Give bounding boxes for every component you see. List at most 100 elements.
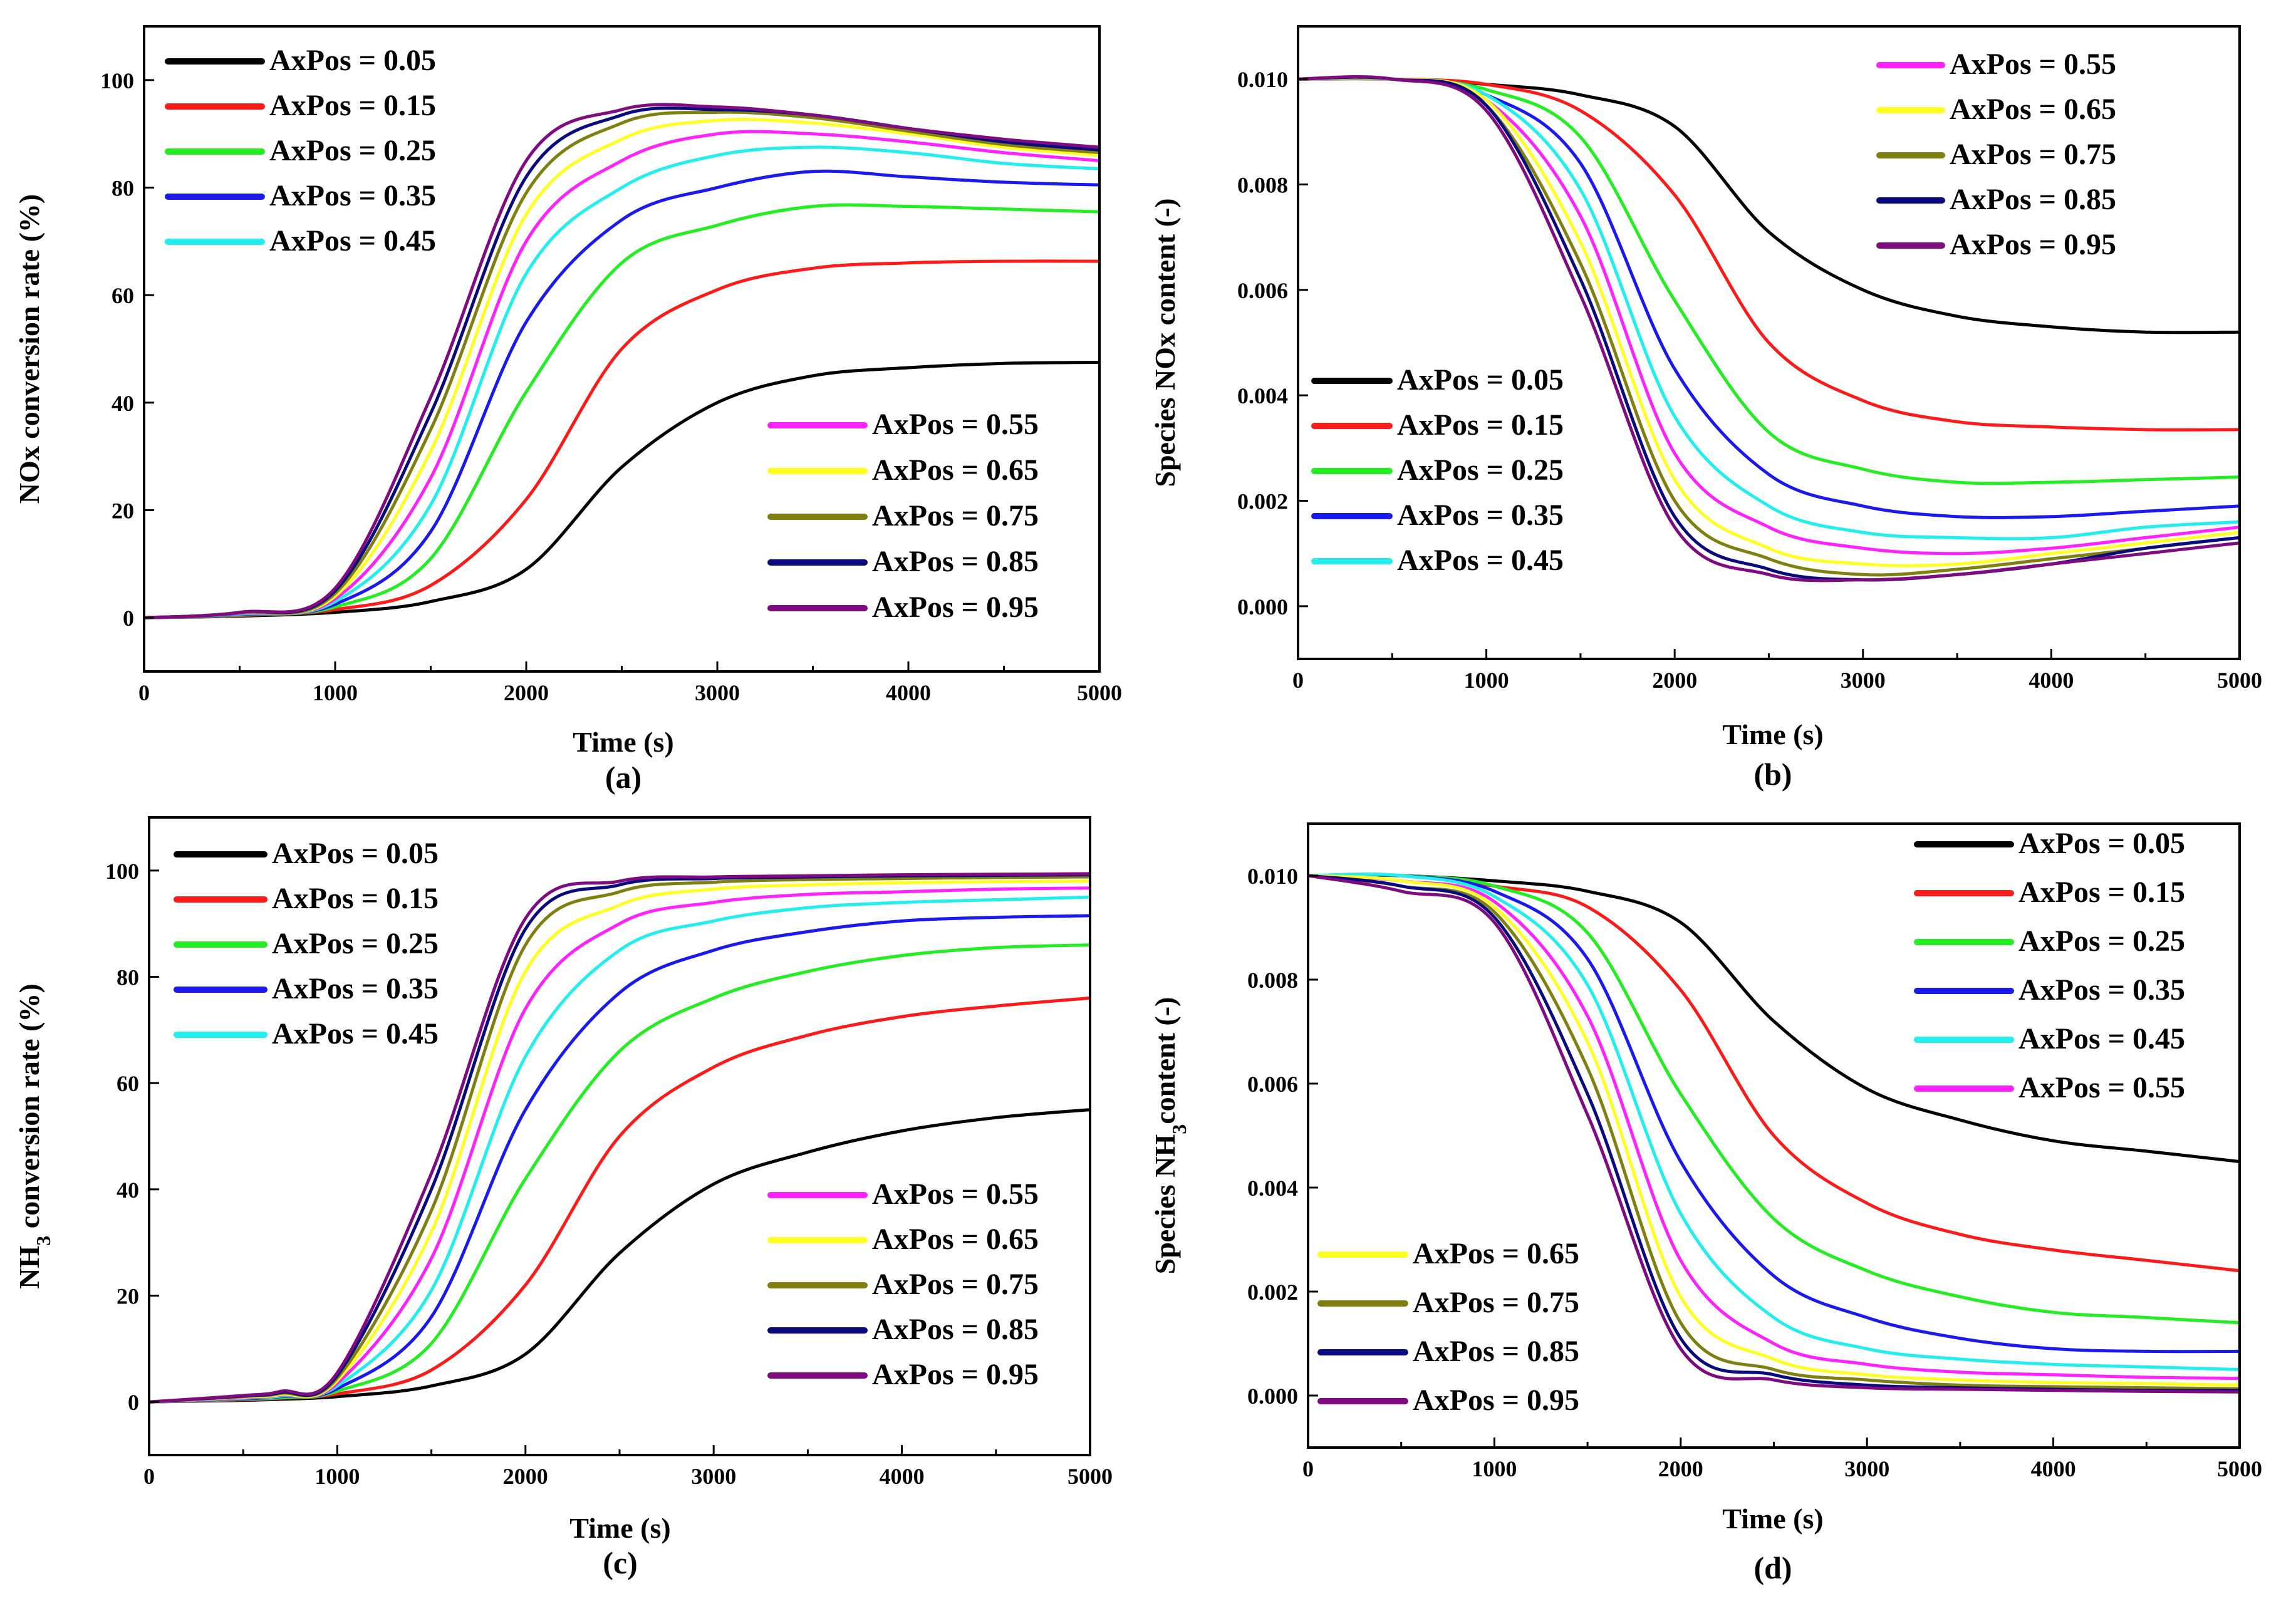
- y-tick-label: 0.000: [1237, 594, 1288, 619]
- x-tick-label: 2000: [1652, 668, 1697, 693]
- legend-label: AxPos = 0.85: [872, 1313, 1039, 1346]
- series-line-0_95: [1298, 75, 2240, 583]
- x-tick-label: 1000: [1472, 1456, 1517, 1481]
- y-tick-label: 20: [117, 1284, 139, 1309]
- plot-area: [1298, 75, 2240, 583]
- legend-label: AxPos = 0.75: [872, 1268, 1039, 1301]
- legend-a: AxPos = 0.55 AxPos = 0.65 AxPos = 0.75 AxPo…: [1876, 48, 2116, 261]
- series-line-0_95: [1308, 874, 2240, 1394]
- panel-caption: (c): [603, 1545, 638, 1580]
- series-line-0_25: [1298, 76, 2240, 485]
- legend-a: AxPos = 0.05 AxPos = 0.15 AxPos = 0.25 AxPo…: [174, 837, 439, 1050]
- legend-b: AxPos = 0.65 AxPos = 0.75 AxPos = 0.85 AxPo…: [1317, 1237, 1579, 1417]
- panel-caption: (b): [1753, 757, 1792, 792]
- legend-label: AxPos = 0.15: [2018, 876, 2185, 909]
- y-tick-label: 0.008: [1247, 968, 1298, 993]
- legend-label: AxPos = 0.55: [1950, 48, 2116, 81]
- legend-label: AxPos = 0.25: [272, 927, 439, 960]
- x-axis-label: Time (s): [569, 1512, 670, 1544]
- legend-label: AxPos = 0.45: [2018, 1022, 2185, 1055]
- y-tick-label: 0.010: [1247, 864, 1298, 889]
- x-tick-label: 0: [1292, 668, 1304, 693]
- x-tick-label: 3000: [1844, 1456, 1889, 1481]
- y-tick-label: 80: [117, 965, 139, 990]
- legend-b: AxPos = 0.05 AxPos = 0.15 AxPos = 0.25 AxPo…: [1311, 363, 1564, 577]
- x-tick-label: 5000: [2217, 1456, 2262, 1481]
- series-line-0_55: [1308, 874, 2240, 1381]
- y-tick-label: 0.002: [1237, 489, 1288, 514]
- y-tick-label: 20: [112, 499, 134, 524]
- legend-label: AxPos = 0.85: [1413, 1335, 1579, 1368]
- series-line-0_45: [1298, 76, 2240, 541]
- legend-label: AxPos = 0.75: [1950, 138, 2116, 171]
- series-line-0_95: [144, 103, 1099, 619]
- x-tick-label: 5000: [1067, 1464, 1113, 1489]
- legend-label: AxPos = 0.45: [269, 224, 436, 257]
- panel-caption: (d): [1753, 1550, 1792, 1585]
- panel-c: 0 1000 2000 3000 4000 5000 0 20 40 60 80 100 Time (s…: [13, 816, 1113, 1580]
- legend-label: AxPos = 0.05: [269, 44, 436, 77]
- plot-area: [1308, 873, 2240, 1394]
- x-tick-label: 4000: [2028, 668, 2074, 693]
- legend-label: AxPos = 0.85: [872, 545, 1039, 578]
- legend-label: AxPos = 0.65: [872, 453, 1039, 487]
- y-tick-label: 0.010: [1237, 67, 1288, 92]
- legend-label: AxPos = 0.05: [1397, 363, 1564, 396]
- series-line-0_15: [1298, 77, 2240, 432]
- panel-d: 0 1000 2000 3000 4000 5000 0.000 0.002 0.004 0.00…: [1149, 822, 2262, 1585]
- series-line-0_35: [1308, 873, 2240, 1354]
- x-tick-label: 5000: [2217, 668, 2262, 693]
- y-tick-label: 40: [112, 391, 134, 416]
- y-tick-label: 0.006: [1247, 1072, 1298, 1097]
- legend-label: AxPos = 0.65: [872, 1223, 1039, 1256]
- legend-label: AxPos = 0.55: [2018, 1071, 2185, 1104]
- y-tick-label: 0.000: [1247, 1384, 1298, 1409]
- x-tick-label: 2000: [1658, 1456, 1703, 1481]
- x-tick-label: 3000: [695, 680, 740, 705]
- x-axis-label: Time (s): [1722, 718, 1823, 750]
- series-line-0_65: [1308, 874, 2240, 1387]
- legend-label: AxPos = 0.05: [272, 837, 439, 870]
- x-tick-label: 1000: [1464, 668, 1509, 693]
- x-tick-label: 1000: [314, 1464, 360, 1489]
- legend-label: AxPos = 0.15: [269, 89, 436, 122]
- legend-a: AxPos = 0.05 AxPos = 0.15 AxPos = 0.25 AxPo…: [1914, 827, 2185, 1104]
- x-tick-label: 4000: [880, 1464, 925, 1489]
- legend-label: AxPos = 0.75: [872, 499, 1039, 532]
- y-tick-label: 60: [117, 1071, 139, 1096]
- x-tick-label: 5000: [1077, 680, 1122, 705]
- x-tick-label: 0: [138, 680, 150, 705]
- legend-label: AxPos = 0.65: [1950, 93, 2116, 126]
- legend-label: AxPos = 0.35: [272, 972, 439, 1005]
- x-tick-label: 2000: [503, 1464, 548, 1489]
- legend-label: AxPos = 0.55: [872, 408, 1039, 441]
- y-tick-label: 80: [112, 176, 134, 201]
- x-tick-label: 2000: [504, 680, 549, 705]
- legend-label: AxPos = 0.65: [1413, 1237, 1579, 1270]
- legend-label: AxPos = 0.45: [1397, 544, 1564, 577]
- series-line-0_05: [144, 361, 1099, 619]
- y-tick-label: 0.008: [1237, 173, 1288, 198]
- y-tick-label: 0.004: [1237, 383, 1288, 408]
- x-tick-label: 1000: [313, 680, 358, 705]
- legend-label: AxPos = 0.95: [1950, 228, 2116, 261]
- x-tick-label: 4000: [886, 680, 931, 705]
- x-tick-label: 0: [143, 1464, 155, 1489]
- x-axis-label: Time (s): [573, 726, 673, 758]
- y-axis-label: Species NOx content (-): [1149, 198, 1181, 487]
- x-tick-label: 3000: [1841, 668, 1886, 693]
- series-line-0_45: [1308, 873, 2240, 1371]
- panel-caption: (a): [605, 760, 642, 795]
- series-line-0_95: [149, 872, 1090, 1404]
- series-line-0_05: [1308, 873, 2240, 1163]
- y-tick-label: 0.004: [1247, 1176, 1298, 1201]
- y-axis-label: NOx conversion rate (%): [13, 194, 45, 504]
- legend-a: AxPos = 0.05 AxPos = 0.15 AxPos = 0.25 AxPo…: [165, 44, 436, 257]
- legend-label: AxPos = 0.25: [1397, 453, 1564, 487]
- legend-label: AxPos = 0.45: [272, 1017, 439, 1050]
- legend-label: AxPos = 0.95: [1413, 1384, 1579, 1417]
- y-tick-label: 40: [117, 1178, 139, 1203]
- series-line-0_75: [1308, 874, 2240, 1391]
- x-tick-label: 4000: [2031, 1456, 2076, 1481]
